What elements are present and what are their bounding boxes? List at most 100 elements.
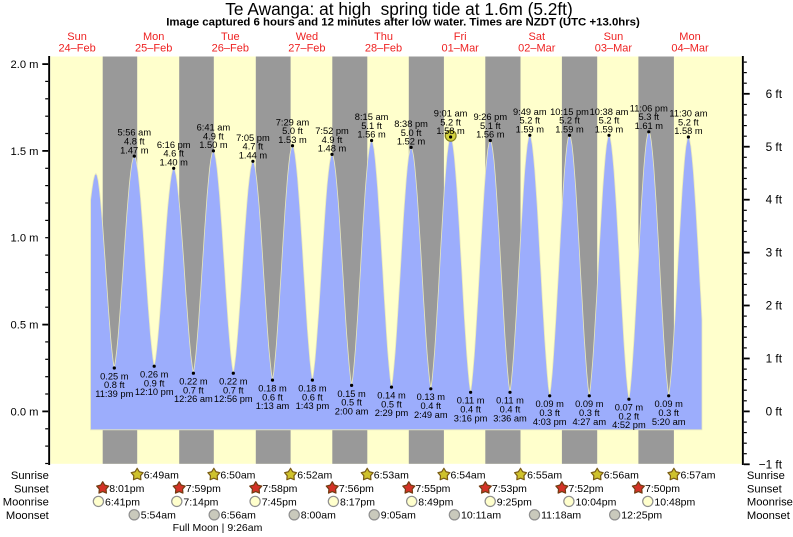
svg-text:0.2 ft: 0.2 ft bbox=[619, 411, 640, 421]
svg-text:5:54am: 5:54am bbox=[141, 510, 176, 522]
svg-text:10:15 pm: 10:15 pm bbox=[550, 107, 589, 117]
svg-text:8:38 pm: 8:38 pm bbox=[394, 119, 428, 129]
svg-text:1.48 m: 1.48 m bbox=[318, 144, 347, 154]
svg-text:0.07 m: 0.07 m bbox=[615, 403, 644, 413]
svg-text:4.9 ft: 4.9 ft bbox=[322, 135, 343, 145]
svg-text:7:55pm: 7:55pm bbox=[415, 483, 450, 495]
svg-text:Tue: Tue bbox=[221, 31, 240, 43]
svg-text:24–Feb: 24–Feb bbox=[58, 43, 95, 55]
svg-text:9:49 am: 9:49 am bbox=[513, 107, 547, 117]
svg-text:5.2 ft: 5.2 ft bbox=[678, 117, 699, 127]
svg-text:0.7 ft: 0.7 ft bbox=[223, 385, 244, 395]
svg-text:0.22 m: 0.22 m bbox=[219, 377, 248, 387]
svg-text:Image captured 6 hours and 12: Image captured 6 hours and 12 minutes af… bbox=[166, 17, 640, 29]
svg-text:2.0 m: 2.0 m bbox=[11, 59, 39, 71]
svg-text:12:10 pm: 12:10 pm bbox=[135, 387, 174, 397]
svg-text:0.09 m: 0.09 m bbox=[575, 399, 604, 409]
svg-text:7:14pm: 7:14pm bbox=[183, 496, 218, 508]
svg-text:6:56am: 6:56am bbox=[221, 510, 256, 522]
svg-text:Moonrise: Moonrise bbox=[747, 497, 793, 509]
svg-text:1.58 m: 1.58 m bbox=[436, 126, 465, 136]
svg-text:0.13 m: 0.13 m bbox=[417, 392, 446, 402]
svg-text:7:52pm: 7:52pm bbox=[569, 483, 604, 495]
svg-text:6:49am: 6:49am bbox=[144, 470, 179, 482]
svg-text:04–Mar: 04–Mar bbox=[671, 43, 709, 55]
svg-text:9:26 pm: 9:26 pm bbox=[474, 112, 508, 122]
svg-text:0.6 ft: 0.6 ft bbox=[302, 392, 323, 402]
svg-text:8:00am: 8:00am bbox=[301, 510, 336, 522]
svg-text:Sunrise: Sunrise bbox=[747, 470, 785, 482]
svg-text:10:11am: 10:11am bbox=[461, 510, 501, 522]
svg-text:02–Mar: 02–Mar bbox=[518, 43, 556, 55]
svg-text:0.5 ft: 0.5 ft bbox=[381, 399, 402, 409]
svg-text:0.09 m: 0.09 m bbox=[535, 399, 564, 409]
svg-text:12:25pm: 12:25pm bbox=[621, 510, 662, 522]
svg-text:10:48pm: 10:48pm bbox=[654, 496, 695, 508]
svg-text:01–Mar: 01–Mar bbox=[442, 43, 480, 55]
svg-text:5.0 ft: 5.0 ft bbox=[282, 126, 303, 136]
svg-text:1:43 pm: 1:43 pm bbox=[296, 401, 330, 411]
svg-text:8:17pm: 8:17pm bbox=[340, 496, 375, 508]
svg-text:5.1 ft: 5.1 ft bbox=[480, 121, 501, 131]
svg-text:4:27 am: 4:27 am bbox=[573, 417, 607, 427]
svg-text:03–Mar: 03–Mar bbox=[595, 43, 633, 55]
svg-text:Sunset: Sunset bbox=[14, 483, 50, 495]
svg-text:4.7 ft: 4.7 ft bbox=[243, 142, 264, 152]
svg-text:11:18am: 11:18am bbox=[541, 510, 581, 522]
svg-text:1.5 m: 1.5 m bbox=[11, 146, 39, 158]
svg-text:2 ft: 2 ft bbox=[766, 299, 783, 313]
svg-text:0.11 m: 0.11 m bbox=[457, 396, 485, 406]
svg-text:5:56 am: 5:56 am bbox=[118, 128, 152, 138]
svg-text:0.11 m: 0.11 m bbox=[496, 396, 524, 406]
svg-text:1.56 m: 1.56 m bbox=[476, 130, 505, 140]
svg-text:Moonset: Moonset bbox=[747, 510, 791, 522]
svg-text:7:52 pm: 7:52 pm bbox=[315, 126, 349, 136]
svg-text:5 ft: 5 ft bbox=[766, 140, 783, 154]
svg-text:5.2 ft: 5.2 ft bbox=[440, 117, 461, 127]
svg-text:Moonrise: Moonrise bbox=[3, 497, 49, 509]
svg-text:5.2 ft: 5.2 ft bbox=[559, 116, 580, 126]
svg-text:3 ft: 3 ft bbox=[766, 246, 783, 260]
svg-text:5:20 am: 5:20 am bbox=[652, 417, 686, 427]
svg-text:11:06 pm: 11:06 pm bbox=[630, 103, 668, 113]
svg-text:0.4 ft: 0.4 ft bbox=[500, 405, 521, 415]
svg-text:−1 ft: −1 ft bbox=[759, 457, 783, 471]
svg-text:7:58pm: 7:58pm bbox=[262, 483, 297, 495]
svg-text:0.18 m: 0.18 m bbox=[258, 384, 287, 394]
svg-text:0.3 ft: 0.3 ft bbox=[539, 408, 560, 418]
svg-text:28–Feb: 28–Feb bbox=[365, 43, 402, 55]
svg-text:4 ft: 4 ft bbox=[766, 193, 783, 207]
svg-text:0.5 ft: 0.5 ft bbox=[341, 398, 362, 408]
svg-text:1.59 m: 1.59 m bbox=[555, 125, 584, 135]
svg-text:9:05am: 9:05am bbox=[381, 510, 416, 522]
svg-text:5.2 ft: 5.2 ft bbox=[599, 116, 620, 126]
svg-text:4:03 pm: 4:03 pm bbox=[533, 417, 567, 427]
svg-text:Sunset: Sunset bbox=[747, 483, 783, 495]
svg-text:0.25 m: 0.25 m bbox=[100, 371, 129, 381]
svg-text:Sun: Sun bbox=[604, 31, 624, 43]
svg-text:1.61 m: 1.61 m bbox=[635, 121, 664, 131]
svg-text:0.5 m: 0.5 m bbox=[11, 320, 39, 332]
svg-text:Moonset: Moonset bbox=[6, 510, 50, 522]
svg-text:4.8 ft: 4.8 ft bbox=[124, 137, 145, 147]
svg-text:6 ft: 6 ft bbox=[766, 87, 783, 101]
svg-text:26–Feb: 26–Feb bbox=[212, 43, 249, 55]
svg-text:0.09 m: 0.09 m bbox=[654, 399, 683, 409]
svg-text:9:01 am: 9:01 am bbox=[434, 109, 468, 119]
svg-text:11:30 am: 11:30 am bbox=[669, 109, 707, 119]
svg-text:12:56 pm: 12:56 pm bbox=[214, 394, 253, 404]
svg-text:12:26 am: 12:26 am bbox=[174, 394, 213, 404]
svg-text:0.3 ft: 0.3 ft bbox=[579, 408, 600, 418]
svg-text:6:55am: 6:55am bbox=[527, 470, 562, 482]
svg-text:1.0 m: 1.0 m bbox=[11, 233, 39, 245]
svg-text:11:39 pm: 11:39 pm bbox=[95, 389, 133, 399]
svg-text:4.6 ft: 4.6 ft bbox=[163, 149, 184, 159]
svg-text:8:49pm: 8:49pm bbox=[418, 496, 453, 508]
svg-text:6:50am: 6:50am bbox=[220, 470, 255, 482]
svg-text:27–Feb: 27–Feb bbox=[288, 43, 325, 55]
svg-text:1.53 m: 1.53 m bbox=[278, 135, 307, 145]
svg-text:6:56am: 6:56am bbox=[604, 470, 639, 482]
svg-text:7:56pm: 7:56pm bbox=[339, 483, 374, 495]
svg-text:8:01pm: 8:01pm bbox=[109, 483, 144, 495]
svg-text:Sat: Sat bbox=[529, 31, 546, 43]
